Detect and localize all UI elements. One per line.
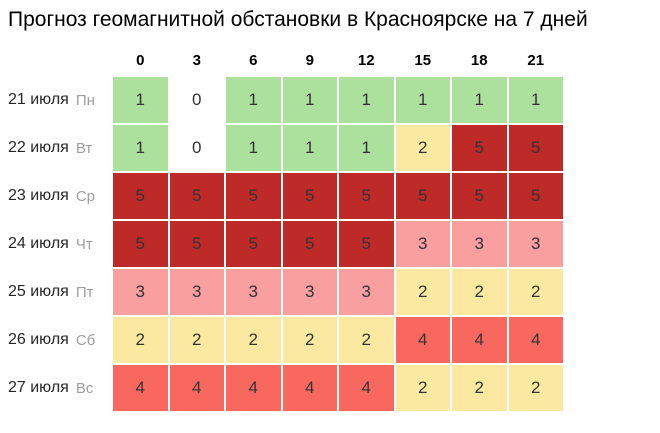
kp-value-cell: 3: [282, 269, 337, 315]
kp-value-cell: 4: [508, 317, 563, 363]
kp-value-cell: 2: [339, 317, 394, 363]
column-header-hour: 18: [470, 51, 488, 69]
row-label: 24 июля Чт: [8, 221, 111, 267]
row-weekday: Сб: [75, 331, 96, 349]
kp-value-cell: 4: [226, 365, 281, 411]
column-header-hour: 9: [305, 51, 314, 69]
row-weekday: Вс: [75, 379, 94, 397]
kp-value-cell: 5: [282, 221, 337, 267]
column-header-hour: 0: [136, 51, 145, 69]
kp-value-cell: 3: [395, 221, 450, 267]
row-date: 26 июля: [8, 331, 69, 348]
kp-value-cell: 4: [282, 365, 337, 411]
kp-value-cell: 1: [282, 125, 337, 171]
kp-value-cell: 5: [508, 125, 563, 171]
table-corner: [8, 45, 111, 75]
row-label: 21 июля Пн: [8, 77, 111, 123]
row-weekday: Вт: [75, 139, 93, 157]
row-weekday: Чт: [75, 235, 93, 253]
kp-value-cell: 2: [508, 269, 563, 315]
kp-value-cell: 2: [169, 317, 224, 363]
row-weekday: Пн: [75, 91, 95, 109]
kp-value-cell: 5: [452, 173, 507, 219]
kp-value-cell: 5: [452, 125, 507, 171]
kp-value-cell: 1: [113, 125, 168, 171]
kp-value-cell: 4: [452, 317, 507, 363]
kp-value-cell: 5: [339, 173, 394, 219]
kp-value-cell: 1: [508, 77, 563, 123]
kp-value-cell: 2: [395, 269, 450, 315]
row-label: 22 июля Вт: [8, 125, 111, 171]
kp-value-cell: 2: [395, 125, 450, 171]
kp-value-cell: 4: [395, 317, 450, 363]
kp-value-cell: 5: [339, 221, 394, 267]
kp-value-cell: 0: [169, 125, 224, 171]
kp-value-cell: 2: [508, 365, 563, 411]
row-date: 23 июля: [8, 187, 69, 204]
kp-value-cell: 1: [282, 77, 337, 123]
kp-value-cell: 4: [113, 365, 168, 411]
kp-value-cell: 5: [508, 173, 563, 219]
kp-value-cell: 4: [169, 365, 224, 411]
kp-value-cell: 5: [113, 173, 168, 219]
row-date: 24 июля: [8, 235, 69, 252]
kp-value-cell: 3: [508, 221, 563, 267]
kp-value-cell: 1: [226, 125, 281, 171]
row-label: 23 июля Ср: [8, 173, 111, 219]
row-weekday: Ср: [75, 187, 96, 205]
row-date: 27 июля: [8, 379, 69, 396]
kp-value-cell: 5: [282, 173, 337, 219]
row-date: 25 июля: [8, 283, 69, 300]
kp-value-cell: 2: [282, 317, 337, 363]
kp-value-cell: 2: [226, 317, 281, 363]
kp-value-cell: 5: [226, 221, 281, 267]
kp-value-cell: 0: [169, 77, 224, 123]
kp-value-cell: 1: [395, 77, 450, 123]
kp-value-cell: 1: [452, 77, 507, 123]
kp-value-cell: 5: [226, 173, 281, 219]
kp-value-cell: 2: [452, 269, 507, 315]
kp-value-cell: 2: [452, 365, 507, 411]
column-header-hour: 21: [527, 51, 545, 69]
row-date: 22 июля: [8, 139, 69, 156]
kp-value-cell: 1: [113, 77, 168, 123]
column-header-hour: 15: [414, 51, 432, 69]
kp-value-cell: 1: [226, 77, 281, 123]
kp-value-cell: 2: [395, 365, 450, 411]
row-label: 26 июля Сб: [8, 317, 111, 363]
row-date: 21 июля: [8, 91, 69, 108]
kp-value-cell: 4: [339, 365, 394, 411]
kp-value-cell: 3: [113, 269, 168, 315]
row-label: 25 июля Пт: [8, 269, 111, 315]
column-header-hour: 6: [249, 51, 258, 69]
kp-value-cell: 5: [169, 221, 224, 267]
column-header-hour: 12: [357, 51, 375, 69]
kp-value-cell: 3: [452, 221, 507, 267]
kp-value-cell: 3: [226, 269, 281, 315]
row-weekday: Пт: [75, 283, 94, 301]
kp-value-cell: 1: [339, 125, 394, 171]
row-label: 27 июля Вс: [8, 365, 111, 411]
kp-value-cell: 1: [339, 77, 394, 123]
kp-value-cell: 5: [113, 221, 168, 267]
page-title: Прогноз геомагнитной обстановки в Красно…: [8, 8, 588, 31]
kp-value-cell: 2: [113, 317, 168, 363]
forecast-table: 0 3 6 9 12 15 18 21 21 июля Пн 1 0 1 1 1 1 1 1 22 июля Вт 1 0…: [8, 45, 660, 411]
kp-value-cell: 3: [169, 269, 224, 315]
column-header-hour: 3: [192, 51, 201, 69]
kp-value-cell: 3: [339, 269, 394, 315]
kp-value-cell: 5: [169, 173, 224, 219]
kp-value-cell: 5: [395, 173, 450, 219]
